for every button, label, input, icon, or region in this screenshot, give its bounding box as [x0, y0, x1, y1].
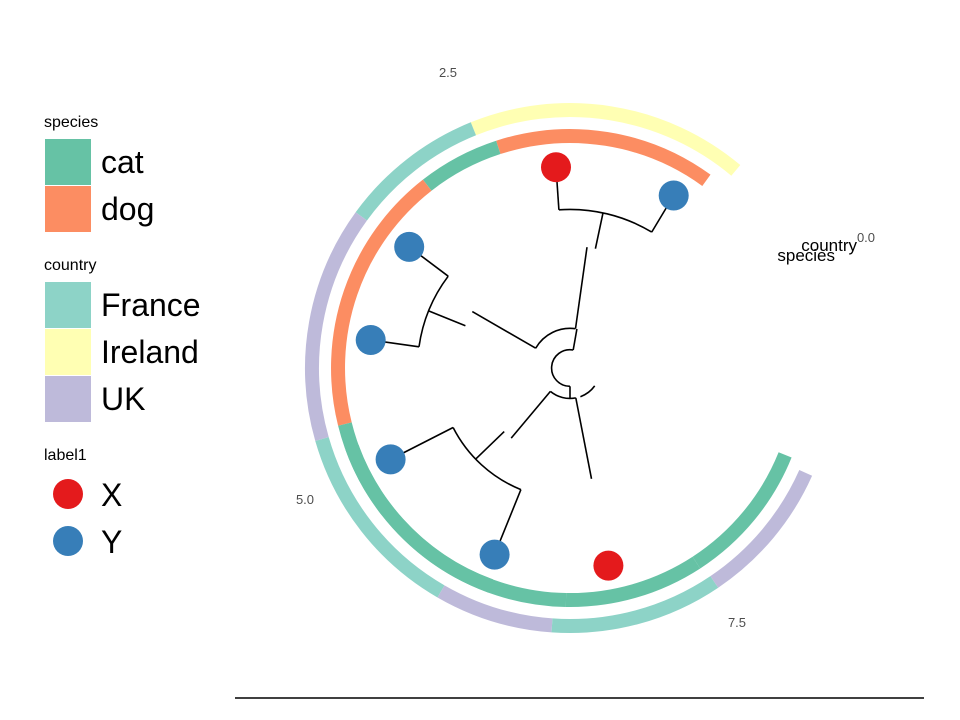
ring-segment-country [437, 585, 553, 633]
legend-label: Y [101, 524, 122, 560]
legend-label: France [101, 287, 201, 323]
ring-segment-country [710, 470, 813, 588]
legend-title: label1 [44, 447, 87, 464]
ring-segment-species [692, 452, 792, 569]
scale-tick-label: 2.5 [439, 65, 457, 80]
ring-label-species: species [777, 246, 835, 265]
branch-edge [510, 390, 552, 439]
tip-point-y [479, 539, 510, 570]
scale-tick-label: 5.0 [296, 492, 314, 507]
ring-segment-species [496, 129, 711, 186]
ring-segment-country [551, 576, 719, 633]
branch-arc [535, 327, 576, 349]
tip-points [355, 152, 689, 581]
branch-arc [418, 275, 449, 347]
legend-key [45, 376, 91, 422]
branch-edge [428, 310, 466, 327]
branch-edge [594, 212, 604, 249]
ring-segment-species [338, 422, 494, 593]
legend-key [45, 329, 91, 375]
tip-point-y [355, 325, 386, 355]
branch-edge [475, 431, 505, 460]
ring-segment-species [345, 444, 567, 607]
ring-segment-country [470, 103, 741, 176]
ring-segment-species [331, 179, 432, 426]
legend-key [45, 139, 91, 185]
tip-point-x [593, 550, 624, 581]
branch-arc [452, 427, 522, 491]
legend-title: species [44, 114, 98, 131]
tree-branches [370, 167, 675, 555]
branch-edge [572, 328, 578, 351]
legend-label: dog [101, 191, 154, 227]
branch-edge [574, 247, 588, 329]
ring-segment-country [355, 122, 477, 221]
scale-tick-label: 0.0 [857, 230, 875, 245]
legend-point [53, 526, 83, 556]
legend-label: X [101, 477, 122, 513]
tip-point-y [375, 444, 406, 475]
legend-key [45, 186, 91, 232]
legend-title: country [44, 257, 96, 274]
branch-arc [558, 208, 653, 233]
legend-key [45, 282, 91, 328]
tip-point-y [394, 231, 425, 262]
legend-label: cat [101, 144, 144, 180]
ring-segment-country [305, 212, 367, 442]
scale-tick-label: 7.5 [728, 615, 746, 630]
ring-segment-country [315, 437, 445, 598]
legend-label: UK [101, 381, 145, 417]
branch-arc [549, 390, 576, 400]
ring-segment-species [565, 556, 701, 608]
legend-point [53, 479, 83, 509]
branch-edge [471, 310, 537, 349]
tip-point-y [658, 180, 689, 211]
legend-label: Ireland [101, 334, 199, 370]
ring-segments [305, 103, 813, 633]
ring-segment-species [422, 140, 501, 191]
branch-arc [580, 385, 596, 398]
ring-label-country: country [801, 236, 857, 255]
scale-ticks: 0.0 2.5 5.0 7.5 [296, 65, 875, 630]
branch-arc [550, 348, 574, 388]
tip-point-x [541, 152, 571, 183]
branch-edge [575, 397, 593, 479]
